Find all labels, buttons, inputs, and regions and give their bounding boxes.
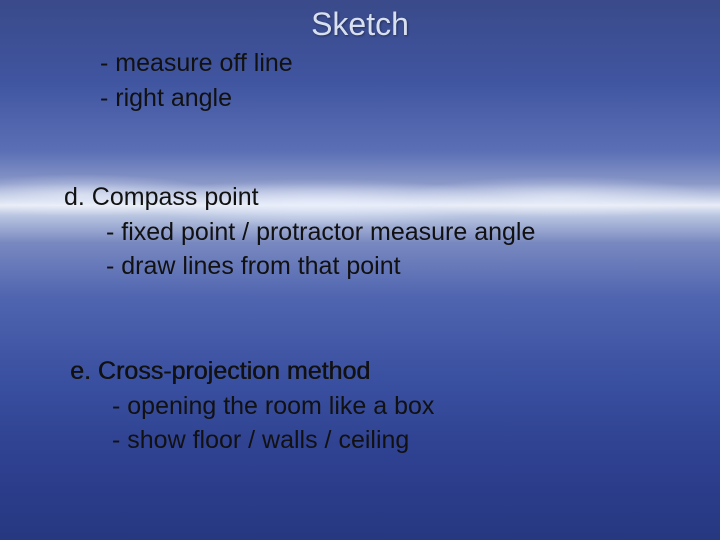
section-e-item-1: - opening the room like a box: [70, 389, 434, 424]
section-e-heading: e. Cross-projection method: [70, 354, 434, 389]
intro-block: - measure off line - right angle: [100, 46, 293, 115]
intro-item-1: - measure off line: [100, 46, 293, 81]
section-d-heading: d. Compass point: [64, 180, 535, 215]
intro-item-2: - right angle: [100, 81, 293, 116]
slide-title: Sketch: [0, 6, 720, 43]
section-d: d. Compass point - fixed point / protrac…: [64, 180, 535, 284]
section-e: e. Cross-projection method - opening the…: [70, 354, 434, 458]
slide: Sketch - measure off line - right angle …: [0, 0, 720, 540]
section-e-item-2: - show floor / walls / ceiling: [70, 423, 434, 458]
section-d-item-1: - fixed point / protractor measure angle: [64, 215, 535, 250]
section-d-item-2: - draw lines from that point: [64, 249, 535, 284]
